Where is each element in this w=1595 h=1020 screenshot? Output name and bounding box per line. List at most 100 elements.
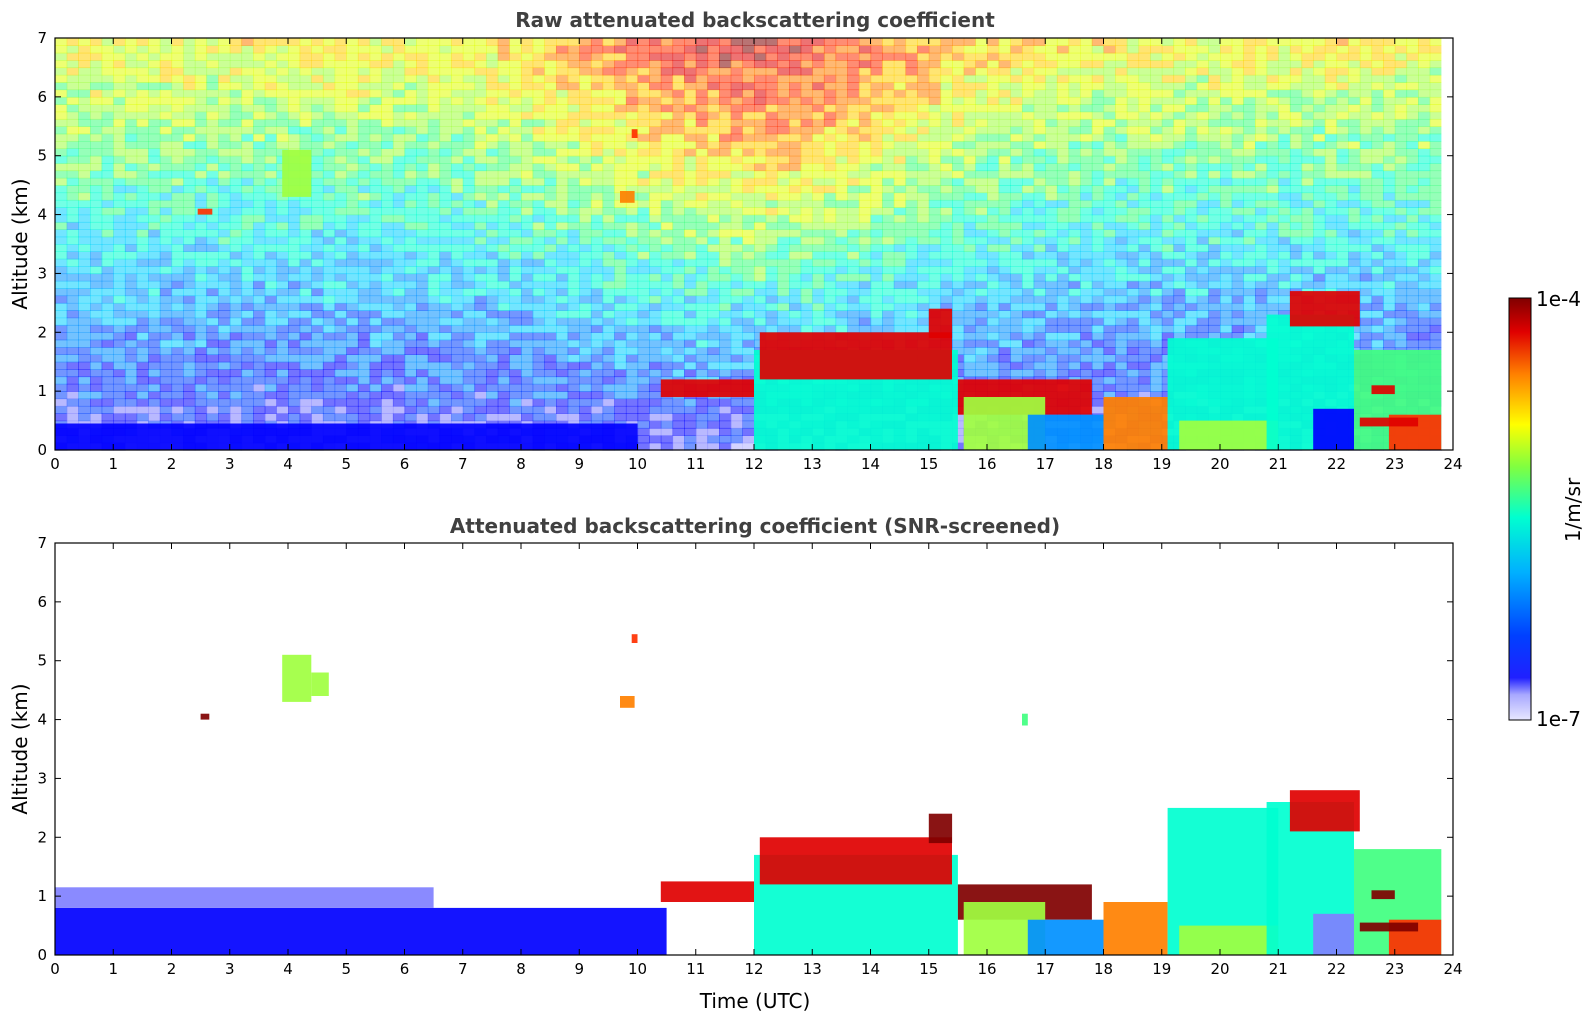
noise-cell (474, 170, 487, 179)
noise-cell (695, 52, 709, 61)
noise-cell (311, 258, 324, 267)
noise-cell (427, 89, 441, 98)
noise-cell (998, 236, 1011, 245)
noise-cell (730, 185, 743, 194)
noise-cell (90, 170, 103, 179)
noise-cell (229, 111, 243, 120)
noise-cell (288, 413, 301, 422)
noise-cell (218, 133, 231, 142)
noise-cell (998, 96, 1011, 105)
noise-cell (486, 45, 499, 54)
noise-cell (322, 221, 336, 230)
noise-cell (765, 96, 778, 105)
noise-cell (369, 141, 382, 149)
noise-cell (602, 398, 615, 407)
noise-cell (1068, 111, 1081, 120)
noise-cell (241, 170, 254, 179)
noise-cell (614, 347, 627, 355)
noise-cell (1022, 60, 1035, 69)
noise-cell (171, 413, 184, 422)
noise-cell (288, 332, 301, 341)
noise-cell (998, 317, 1011, 326)
noise-cell (602, 258, 615, 267)
noise-cell (474, 118, 487, 127)
noise-cell (637, 427, 650, 436)
noise-cell (113, 369, 126, 378)
noise-cell (800, 288, 813, 297)
noise-cell (1056, 177, 1070, 186)
noise-cell (218, 67, 231, 76)
noise-cell (602, 82, 615, 91)
noise-cell (346, 391, 359, 400)
noise-cell (556, 155, 569, 164)
noise-cell (241, 74, 254, 83)
noise-cell (1056, 38, 1070, 46)
noise-cell (264, 111, 277, 120)
noise-cell (847, 67, 860, 76)
noise-cell (521, 310, 534, 319)
noise-cell (754, 317, 767, 326)
noise-cell (602, 266, 615, 275)
noise-cell (963, 295, 976, 304)
noise-cell (660, 236, 674, 245)
noise-cell (101, 273, 114, 282)
noise-cell (462, 67, 476, 76)
noise-cell (672, 398, 685, 407)
noise-cell (789, 251, 802, 260)
noise-cell (719, 236, 732, 245)
noise-cell (998, 302, 1011, 311)
noise-cell (905, 38, 918, 46)
noise-cell (229, 67, 243, 76)
noise-cell (148, 133, 161, 142)
noise-cell (812, 96, 825, 105)
noise-cell (789, 82, 802, 91)
noise-cell (882, 280, 895, 289)
noise-cell (672, 104, 685, 113)
noise-cell (159, 148, 173, 157)
noise-cell (521, 141, 534, 149)
noise-cell (544, 288, 557, 297)
noise-cell (381, 280, 394, 289)
noise-cell (707, 96, 720, 105)
noise-cell (183, 361, 196, 370)
noise-cell (334, 244, 347, 252)
noise-cell (847, 74, 860, 83)
noise-cell (288, 376, 301, 385)
noise-cell (812, 104, 825, 113)
noise-cell (719, 324, 732, 333)
noise-cell (416, 155, 429, 164)
noise-cell (206, 339, 219, 348)
noise-cell (800, 317, 813, 326)
noise-cell (113, 74, 126, 83)
noise-cell (439, 170, 452, 179)
noise-cell (590, 104, 604, 113)
noise-cell (229, 221, 243, 230)
noise-cell (90, 288, 103, 297)
noise-cell (462, 383, 476, 392)
noise-cell (416, 89, 429, 98)
noise-cell (649, 369, 662, 378)
noise-cell (124, 295, 138, 304)
noise-cell (556, 221, 569, 230)
noise-cell (334, 133, 347, 142)
noise-cell (1080, 89, 1093, 98)
noise-cell (55, 38, 68, 46)
noise-cell (276, 251, 289, 260)
noise-cell (567, 177, 580, 186)
noise-cell (1056, 258, 1070, 267)
noise-cell (334, 295, 347, 304)
noise-cell (1045, 339, 1058, 348)
noise-cell (870, 89, 883, 98)
noise-cell (299, 383, 312, 392)
noise-cell (521, 67, 534, 76)
noise-cell (695, 141, 709, 149)
noise-cell (660, 244, 674, 252)
noise-cell (288, 339, 301, 348)
noise-cell (1045, 96, 1058, 105)
noise-cell (765, 295, 778, 304)
noise-cell (800, 251, 813, 260)
noise-cell (707, 317, 720, 326)
noise-cell (963, 104, 976, 113)
noise-cell (264, 199, 277, 208)
noise-cell (381, 133, 394, 142)
